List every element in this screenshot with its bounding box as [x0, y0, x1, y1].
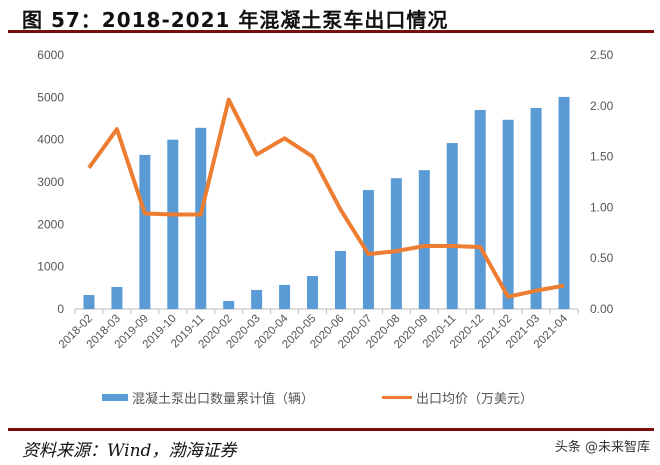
legend-swatch-line	[382, 396, 412, 399]
bar	[558, 96, 570, 309]
bar	[223, 300, 235, 309]
bar	[195, 127, 207, 310]
bar	[334, 251, 346, 309]
bar	[139, 154, 151, 309]
bar	[474, 110, 486, 310]
bar	[362, 190, 374, 309]
bar	[111, 286, 123, 309]
y-left-tick-label: 3000	[37, 175, 64, 189]
bar	[279, 284, 291, 309]
title-divider	[8, 30, 654, 33]
bar	[446, 143, 458, 309]
bar	[502, 119, 514, 310]
y-left-tick-label: 6000	[37, 48, 64, 62]
y-left-tick-label: 5000	[37, 90, 64, 104]
y-right-tick-label: 2.00	[590, 99, 614, 113]
legend-item-bar: 混凝土泵出口数量累计值（辆）	[102, 388, 314, 407]
legend-item-line: 出口均价（万美元）	[382, 388, 533, 407]
bar	[390, 178, 402, 309]
y-left-tick-label: 2000	[37, 217, 64, 231]
bar	[167, 139, 179, 309]
legend-label: 混凝土泵出口数量累计值（辆）	[132, 392, 315, 407]
bar	[83, 295, 95, 309]
chart-svg: 0 1000 2000 3000 4000 5000 6000 0.00 0.50 1.00 1.5…	[37, 48, 614, 351]
bar	[530, 107, 542, 310]
source-divider	[8, 428, 654, 431]
y-left-tick-label: 0	[57, 302, 64, 316]
watermark: 头条 @未来智库	[554, 440, 650, 455]
figure-title: 图 57：2018-2021 年混凝土泵车出口情况	[22, 8, 449, 32]
source-note: 资料来源：Wind，渤海证券	[22, 441, 237, 461]
legend-swatch-bar	[102, 394, 128, 401]
bar	[251, 289, 263, 309]
y-right-tick-label: 0.50	[590, 251, 614, 265]
price-line	[87, 97, 565, 299]
y-left-tick-label: 1000	[37, 260, 64, 274]
y-right-tick-label: 1.50	[590, 150, 614, 164]
bar	[307, 275, 319, 309]
y-left-tick-label: 4000	[37, 133, 64, 147]
y-right-tick-label: 0.00	[590, 302, 614, 316]
legend-label: 出口均价（万美元）	[416, 392, 534, 407]
y-right-tick-label: 2.50	[590, 48, 614, 62]
bar	[418, 170, 430, 309]
y-right-tick-label: 1.00	[590, 200, 614, 214]
